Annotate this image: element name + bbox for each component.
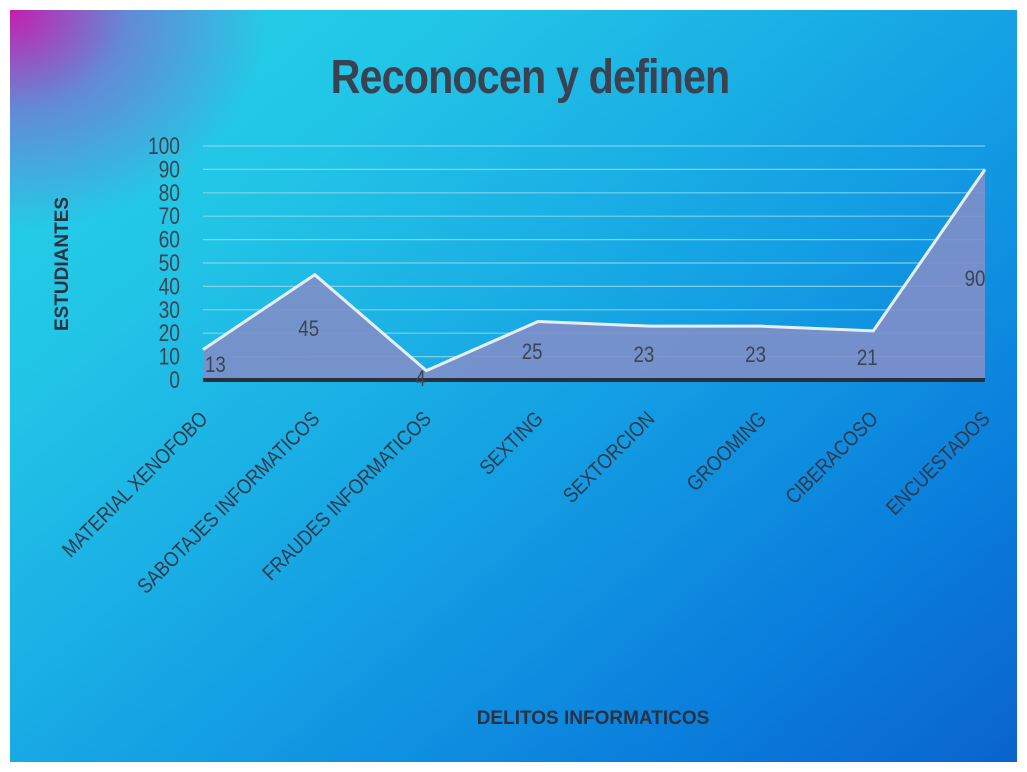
data-labels: 13 45 4 25 23 23 21 90 xyxy=(205,268,985,392)
x-category-label: SEXTORCION xyxy=(559,407,660,508)
data-label: 25 xyxy=(522,341,543,365)
y-tick-label: 20 xyxy=(159,319,180,347)
x-axis-title: DELITOS INFORMATICOS xyxy=(477,708,710,729)
chart-slide: Reconocen y definen xyxy=(10,10,1017,762)
chart-title: Reconocen y definen xyxy=(330,51,731,104)
data-label: 13 xyxy=(205,354,226,378)
x-category-label: ENCUESTADOS xyxy=(882,407,995,520)
y-tick-label: 0 xyxy=(169,366,180,394)
y-axis-title: ESTUDIANTES xyxy=(52,197,73,331)
data-label: 90 xyxy=(965,268,986,292)
y-tick-label: 60 xyxy=(159,226,180,254)
x-category-label: SEXTING xyxy=(475,407,548,480)
y-tick-label: 50 xyxy=(159,249,180,277)
x-category-label: GROOMING xyxy=(682,407,771,496)
data-label: 23 xyxy=(745,344,766,368)
y-tick-label: 30 xyxy=(159,296,180,324)
data-label: 21 xyxy=(857,347,878,371)
gridlines xyxy=(203,145,985,358)
y-tick-label: 70 xyxy=(159,202,180,230)
y-tick-label: 100 xyxy=(148,132,180,160)
y-tick-label: 80 xyxy=(159,179,180,207)
y-tick-label: 90 xyxy=(159,155,180,183)
x-category-label: SABOTAJES INFORMATICOS xyxy=(133,407,324,598)
data-label: 45 xyxy=(298,318,319,342)
area-line xyxy=(202,168,987,373)
data-label: 23 xyxy=(633,344,654,368)
x-category-label: CIBERACOSO xyxy=(781,407,883,509)
area-series xyxy=(202,168,987,382)
y-tick-label: 40 xyxy=(159,272,180,300)
data-label: 4 xyxy=(415,368,425,392)
y-tick-label: 10 xyxy=(159,343,180,371)
